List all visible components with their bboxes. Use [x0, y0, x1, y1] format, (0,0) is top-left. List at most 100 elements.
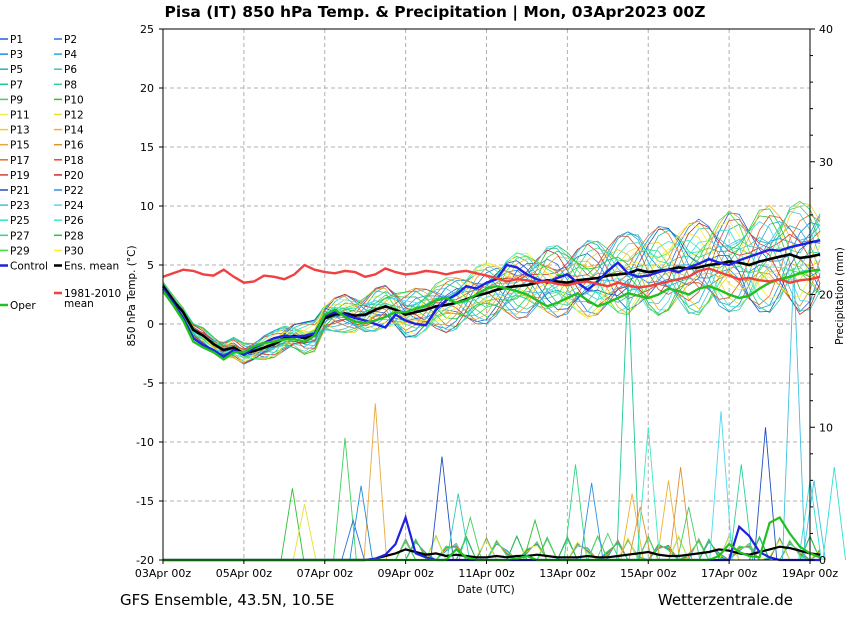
- legend-label: P12: [64, 110, 84, 122]
- precip-spike-p25: [636, 427, 661, 561]
- legend-label: P6: [64, 64, 77, 76]
- x-tick-label: 03Apr 00z: [135, 567, 192, 580]
- series-line-oper: [162, 268, 821, 361]
- legend-label: P14: [64, 125, 84, 137]
- precip-spike-p9: [596, 532, 620, 561]
- y-tick-label-left: -10: [136, 436, 154, 449]
- precip-spike-p10: [523, 518, 547, 561]
- legend-label: P16: [64, 140, 84, 152]
- y-tick-label-right: 0: [819, 554, 826, 567]
- x-tick-label: 17Apr 00z: [701, 567, 758, 580]
- precip-spike-p1: [341, 518, 365, 561]
- main-series: [161, 239, 821, 562]
- legend-label: P19: [10, 170, 30, 182]
- legend: P1 P2 P3 P4 P5 P6 P7 P8 P9 P10 P11 P12 P13 P14 P15 P16 P…: [0, 34, 121, 312]
- legend-label: P29: [10, 245, 30, 257]
- legend-label: P20: [64, 170, 84, 182]
- legend-label: P3: [10, 49, 23, 61]
- member-line-p24: [162, 220, 821, 359]
- y-tick-label-left: 5: [147, 259, 154, 272]
- precip-spike-p23: [782, 267, 806, 561]
- precip-spike-p22: [579, 482, 604, 561]
- legend-label: P26: [64, 215, 84, 227]
- legend-label: Ens. mean: [64, 261, 119, 273]
- chart-title: Pisa (IT) 850 hPa Temp. & Precipitation …: [165, 3, 706, 22]
- precip-spike-p17: [668, 467, 693, 561]
- y-tick-label-left: 0: [147, 318, 154, 331]
- x-tick-label: 07Apr 00z: [297, 567, 354, 580]
- legend-label: P2: [64, 34, 77, 46]
- precip-spike-p9: [458, 515, 483, 561]
- footer-model: GFS Ensemble, 43.5N, 10.5E: [120, 591, 334, 609]
- x-tick-label: 15Apr 00z: [620, 567, 677, 580]
- legend-label: P5: [10, 64, 23, 76]
- legend-label: P24: [64, 200, 84, 212]
- member-line-p29: [162, 211, 821, 361]
- precip-spike-p10: [676, 506, 701, 561]
- y-tick-label-left: 25: [140, 23, 154, 36]
- precip-spike-p8: [616, 278, 640, 561]
- legend-label: P13: [10, 125, 30, 137]
- legend-label: P8: [64, 79, 77, 91]
- legend-label: Oper: [10, 300, 36, 312]
- precip-spike-p5: [446, 493, 470, 561]
- y-tick-label-right: 40: [819, 23, 833, 36]
- precip-spike-p24: [709, 411, 733, 561]
- legend-label: P1: [10, 34, 23, 46]
- series-line-1981-2010-mean: [162, 263, 821, 289]
- y-tick-label-right: 30: [819, 156, 833, 169]
- precip-spike-p27: [563, 464, 588, 561]
- x-tick-label: 13Apr 00z: [539, 567, 596, 580]
- member-line-p25: [162, 229, 821, 360]
- legend-label: P27: [10, 230, 30, 242]
- precip-spike-p21: [753, 427, 778, 561]
- legend-label: Control: [10, 261, 48, 273]
- legend-label: P17: [10, 155, 30, 167]
- member-lines: [162, 200, 821, 365]
- precip-spike-p13: [292, 504, 317, 561]
- y-tick-label-left: 15: [140, 141, 154, 154]
- precip-spike-p25: [822, 467, 847, 561]
- y-tick-label-left: 20: [140, 82, 154, 95]
- y-tick-label-right: 10: [819, 421, 833, 434]
- y-tick-label-left: -5: [143, 377, 154, 390]
- series-line-control: [162, 239, 821, 359]
- x-tick-label: 09Apr 00z: [377, 567, 434, 580]
- precip-spike-p7: [333, 437, 357, 561]
- legend-label: P11: [10, 110, 30, 122]
- precip-spike-p16: [628, 506, 652, 561]
- member-line-p13: [162, 202, 821, 348]
- precip-line-oper: [163, 516, 821, 562]
- y-tick-label-left: -20: [136, 554, 154, 567]
- precip-spike-p7: [729, 464, 754, 561]
- legend-label: P23: [10, 200, 30, 212]
- y-axis-right-label: Precipitation (mm): [834, 247, 846, 345]
- legend-label: P28: [64, 230, 84, 242]
- series-line-ens-mean: [161, 253, 821, 355]
- legend-label: P10: [64, 94, 84, 106]
- member-line-p5: [162, 223, 821, 353]
- legend-label: mean: [64, 298, 94, 310]
- legend-label: P7: [10, 79, 23, 91]
- legend-label: P15: [10, 140, 30, 152]
- precip-spike-p3: [349, 485, 373, 561]
- legend-label: 1981-2010: [64, 288, 121, 300]
- legend-label: P18: [64, 155, 84, 167]
- x-tick-label: 11Apr 00z: [458, 567, 515, 580]
- y-tick-label-left: 10: [140, 200, 154, 213]
- x-tick-label: 05Apr 00z: [216, 567, 273, 580]
- legend-label: P25: [10, 215, 30, 227]
- precip-spike-p23: [802, 480, 826, 561]
- legend-label: P4: [64, 49, 77, 61]
- y-tick-label-right: 20: [819, 289, 833, 302]
- y-tick-label-left: -15: [136, 495, 154, 508]
- x-axis-label: Date (UTC): [457, 584, 514, 596]
- precip-spike-p15: [656, 480, 681, 561]
- precip-spike-p14: [363, 403, 388, 561]
- precip-spike-p14: [620, 493, 644, 561]
- footer-source: Wetterzentrale.de: [658, 591, 793, 609]
- legend-label: P22: [64, 185, 84, 197]
- y-axis-left-label: 850 hPa Temp. (°C): [126, 245, 138, 346]
